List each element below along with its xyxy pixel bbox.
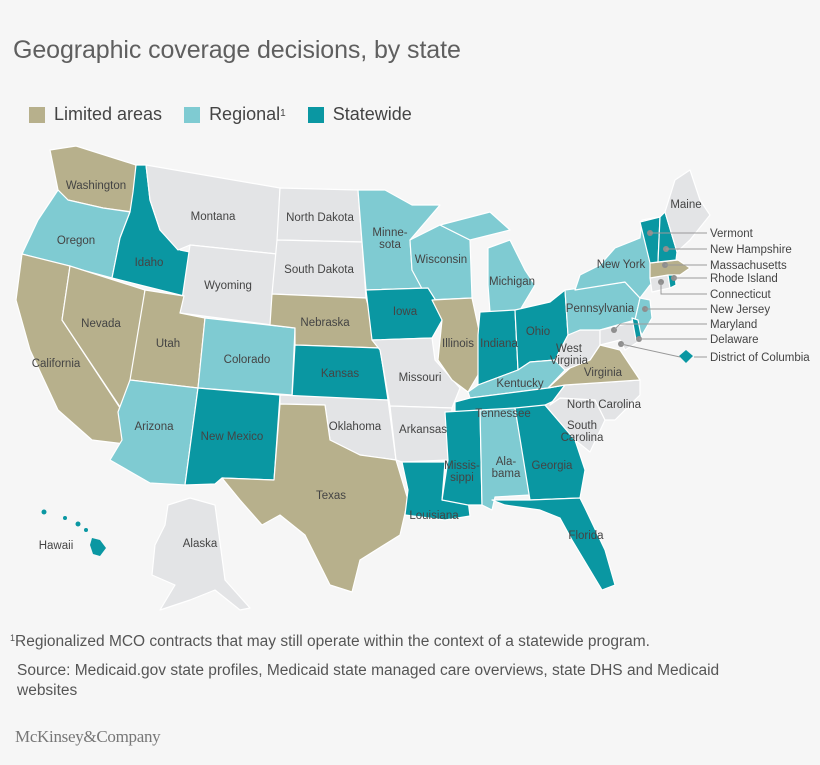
label-tennessee: Tennessee [475,408,531,420]
label-alabama: bama [492,468,521,480]
state-alaska [151,497,251,611]
us-map: Washington Oregon California Nevada Idah… [15,145,810,611]
label-wisconsin: Wisconsin [415,254,467,266]
label-oregon: Oregon [57,235,95,247]
label-idaho: Idaho [135,257,164,269]
label-washington: Washington [66,180,126,192]
label-texas: Texas [316,490,346,502]
label-utah: Utah [156,338,180,350]
legend-item-limited: Limited areas [29,104,162,125]
label-new-york: New York [597,259,646,271]
legend: Limited areas Regional 1 Statewide [29,104,434,125]
legend-swatch-regional [184,106,201,123]
label-colorado: Colorado [224,354,271,366]
state-hawaii [41,509,106,556]
label-minnesota: Minne- [372,227,407,239]
label-wyoming: Wyoming [204,280,252,292]
callouts [611,230,707,358]
label-north-carolina: North Carolina [567,399,642,411]
label-pennsylvania: Pennsylvania [566,303,635,315]
label-south-dakota: South Dakota [284,264,354,276]
callout-new-hampshire: New Hampshire [710,244,792,256]
label-new-mexico: New Mexico [201,431,264,443]
label-west-virginia: West [556,343,583,355]
source-note: Source: Medicaid.gov state profiles, Med… [17,662,720,699]
state-district-of-columbia [679,350,693,363]
label-nebraska: Nebraska [300,317,350,329]
label-north-dakota: North Dakota [286,212,354,224]
label-mississippi: Missis- [444,460,480,472]
label-nevada: Nevada [81,318,121,330]
footnote-text: Regionalized MCO contracts that may stil… [15,633,650,650]
state-maine [664,169,711,253]
label-florida: Florida [568,530,604,542]
label-kansas: Kansas [321,368,360,380]
state-mississippi [441,409,483,506]
legend-swatch-statewide [307,106,324,123]
label-georgia: Georgia [532,460,574,472]
label-arkansas: Arkansas [399,424,447,436]
callout-rhode-island: Rhode Island [710,273,778,285]
label-hawaii: Hawaii [39,540,74,552]
legend-label: Regional [209,104,281,124]
label-michigan: Michigan [489,276,535,288]
callout-district-of-columbia: District of Columbia [710,352,810,364]
chart-title: Geographic coverage decisions, by state [13,36,461,64]
label-minnesota: sota [379,239,401,251]
state-arkansas [389,405,453,463]
state-texas [221,403,409,593]
legend-swatch-limited [29,106,45,123]
label-mississippi: sippi [450,472,474,484]
footnote-marker: 1 [280,108,286,119]
callout-vermont: Vermont [710,228,754,240]
state-missouri [371,337,461,409]
callout-delaware: Delaware [710,334,759,346]
label-oklahoma: Oklahoma [329,421,382,433]
label-arizona: Arizona [135,421,175,433]
footnote-marker: 1 [10,633,16,643]
label-south-carolina: Carolina [561,432,604,444]
state-florida [491,497,616,591]
label-iowa: Iowa [393,306,418,318]
label-indiana: Indiana [480,338,518,350]
label-illinois: Illinois [442,338,474,350]
label-alabama: Ala- [496,456,517,468]
callout-connecticut: Connecticut [710,289,772,301]
state-michigan [439,211,536,313]
state-louisiana [401,461,471,521]
label-kentucky: Kentucky [496,378,544,390]
footnote: 1Regionalized MCO contracts that may sti… [10,633,650,651]
label-maine: Maine [670,199,701,211]
callout-maryland: Maryland [710,319,757,331]
label-missouri: Missouri [399,372,442,384]
legend-label: Limited areas [54,104,163,124]
label-louisiana: Louisiana [409,510,459,522]
callout-massachusetts: Massachusetts [710,260,787,272]
legend-item-regional: Regional 1 [184,104,286,125]
legend-item-statewide: Statewide [307,104,412,125]
label-montana: Montana [191,211,236,223]
label-south-carolina: South [567,420,597,432]
legend-label: Statewide [332,104,412,124]
label-virginia: Virginia [584,367,623,379]
callout-new-jersey: New Jersey [710,304,770,316]
label-alaska: Alaska [183,538,218,550]
brand-logo: McKinsey&Company [15,727,161,746]
state-iowa [365,287,446,341]
label-west-virginia: Virginia [550,355,589,367]
label-california: California [32,358,81,370]
label-ohio: Ohio [526,326,550,338]
